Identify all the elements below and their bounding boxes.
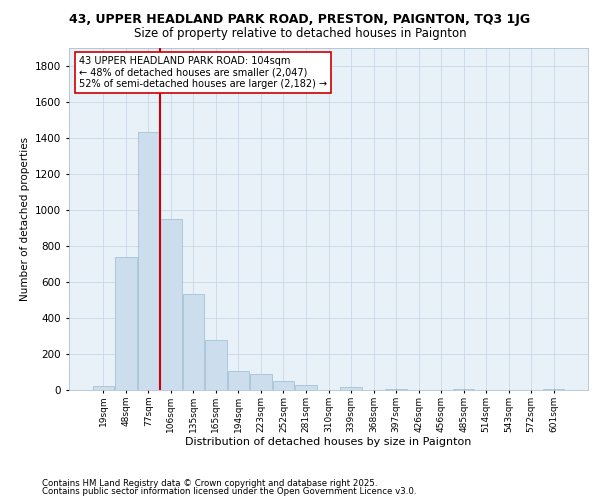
Bar <box>295 386 317 390</box>
X-axis label: Distribution of detached houses by size in Paignton: Distribution of detached houses by size … <box>185 438 472 448</box>
Text: 43 UPPER HEADLAND PARK ROAD: 104sqm
← 48% of detached houses are smaller (2,047): 43 UPPER HEADLAND PARK ROAD: 104sqm ← 48… <box>79 56 328 90</box>
Bar <box>182 294 204 390</box>
Bar <box>543 389 565 390</box>
Bar <box>273 381 294 390</box>
Bar <box>115 256 137 390</box>
Bar <box>340 388 362 390</box>
Bar <box>137 132 159 390</box>
Text: 43, UPPER HEADLAND PARK ROAD, PRESTON, PAIGNTON, TQ3 1JG: 43, UPPER HEADLAND PARK ROAD, PRESTON, P… <box>70 12 530 26</box>
Bar <box>250 374 272 390</box>
Text: Size of property relative to detached houses in Paignton: Size of property relative to detached ho… <box>134 28 466 40</box>
Bar <box>385 389 407 390</box>
Bar <box>205 340 227 390</box>
Bar <box>453 389 475 390</box>
Text: Contains HM Land Registry data © Crown copyright and database right 2025.: Contains HM Land Registry data © Crown c… <box>42 478 377 488</box>
Bar <box>228 371 249 390</box>
Bar <box>92 386 114 390</box>
Y-axis label: Number of detached properties: Number of detached properties <box>20 136 29 301</box>
Text: Contains public sector information licensed under the Open Government Licence v3: Contains public sector information licen… <box>42 487 416 496</box>
Bar <box>160 219 182 390</box>
